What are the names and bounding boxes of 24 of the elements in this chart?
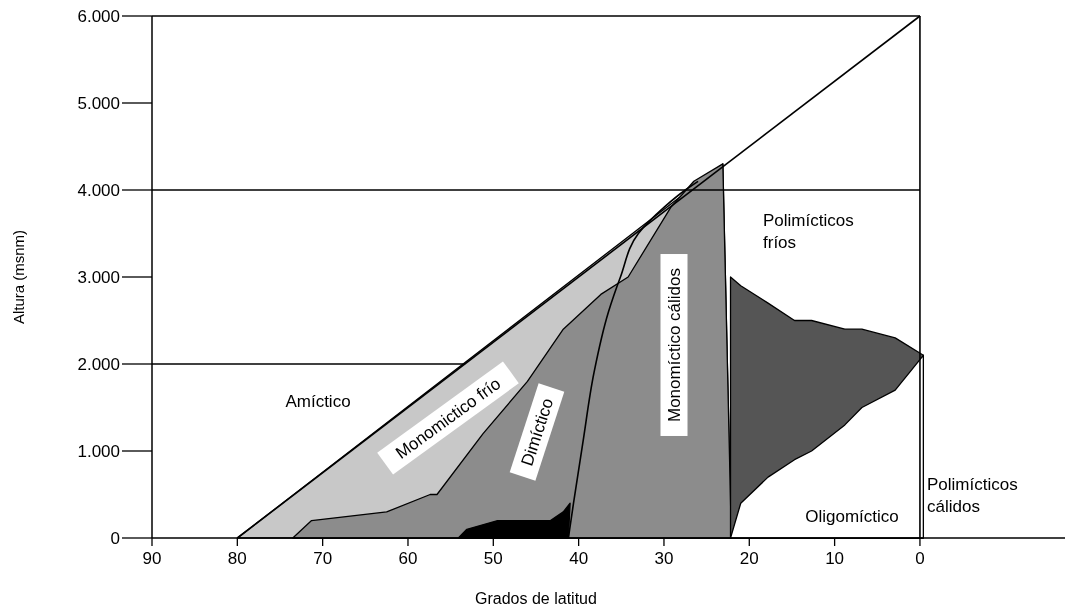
y-tick-label: 1.000 <box>77 442 120 461</box>
annotation: Oligomíctico <box>805 506 899 526</box>
y-tick-label: 6.000 <box>77 7 120 26</box>
y-tick-label: 5.000 <box>77 94 120 113</box>
annotation: Monomíctico cálidos <box>664 267 684 423</box>
x-tick-label: 50 <box>483 549 503 568</box>
y-axis-title: Altura (msnm) <box>10 229 27 325</box>
x-tick-label: 20 <box>739 549 759 568</box>
x-tick-label: 30 <box>654 549 674 568</box>
annotation: Polimícticos fríos <box>763 211 854 253</box>
y-tick-label: 0 <box>110 529 120 548</box>
annotation: Polimícticos cálidos <box>927 475 1018 517</box>
x-tick-label: 0 <box>915 549 925 568</box>
annotation: Amíctico <box>285 391 351 411</box>
x-tick-label: 40 <box>569 549 589 568</box>
x-tick-label: 60 <box>398 549 418 568</box>
y-tick-label: 2.000 <box>77 355 120 374</box>
y-tick-label: 3.000 <box>77 268 120 287</box>
x-tick-label: 80 <box>227 549 247 568</box>
x-tick-label: 70 <box>313 549 333 568</box>
x-tick-label: 10 <box>825 549 845 568</box>
x-axis-title: Grados de latitud <box>475 590 597 607</box>
y-tick-label: 4.000 <box>77 181 120 200</box>
x-tick-label: 90 <box>142 549 162 568</box>
